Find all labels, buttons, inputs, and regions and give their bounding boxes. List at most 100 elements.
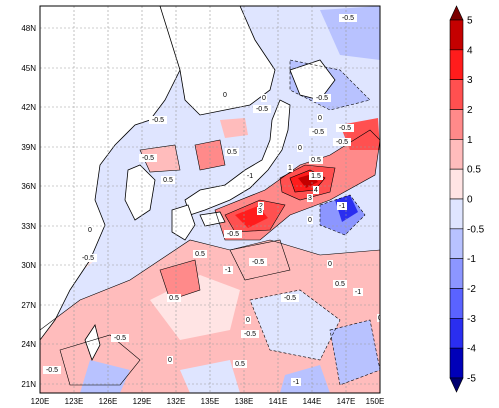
lat-tick-label: 30N: [21, 261, 36, 270]
contour-label-bg: [222, 91, 228, 99]
lon-tick-label: 123E: [65, 397, 84, 406]
colorbar-tick-label: 5: [467, 16, 473, 27]
contour-label: -0.5: [312, 129, 324, 136]
contour-label: 0.5: [335, 281, 345, 288]
colorbar-tick-label: -3: [467, 314, 476, 325]
contour-label-bg: [233, 360, 247, 368]
lon-tick-label: 138E: [235, 397, 254, 406]
colorbar-swatch: [449, 198, 464, 230]
korean-peninsula: [124, 164, 156, 221]
contour-label-bg: [327, 260, 333, 268]
contour-label-bg: [339, 14, 357, 22]
contour-label: -0.5: [46, 367, 58, 374]
contour-label: -0.5: [244, 331, 256, 338]
contour-label-bg: [377, 314, 380, 322]
contour-label-bg: [336, 124, 354, 132]
lat-tick-label: 21N: [21, 380, 36, 389]
colorbar-swatch: [449, 288, 464, 319]
colorbar-swatch: [449, 79, 464, 110]
contour-label-bg: [139, 154, 157, 162]
contour-label-bg: [253, 105, 271, 113]
contour-label-bg: [307, 194, 313, 202]
contour-label: 0: [318, 115, 322, 122]
colorbar-swatch: [449, 109, 464, 140]
contour-label-bg: [307, 216, 313, 224]
contour-label-bg: [337, 202, 347, 210]
contour-label-bg: [149, 116, 167, 124]
contour-label-bg: [225, 148, 239, 156]
colorbar-tick-label: 3: [467, 75, 473, 86]
contour-label-bg: [224, 230, 242, 238]
lon-tick-label: 147E: [337, 397, 356, 406]
contour-label-bg: [161, 176, 175, 184]
contour-label: 0: [262, 95, 266, 102]
land-masses: [40, 6, 336, 361]
colorbar: 5 4 3 2 1 0.5 0 -0.5 -1 -2 -3 -4 -5: [449, 5, 485, 393]
contour-label-bg: [43, 366, 61, 374]
colorbar-tick-label: -0.5: [467, 224, 485, 235]
contour-label-bg: [353, 288, 363, 296]
map-panel: -0.5 0 -0.5 -0.5 -0.5 -0.5 -0.5 0 0 -0.5 0.5 0.5 -1 -…: [40, 6, 380, 393]
lat-tick-label: 45N: [21, 64, 36, 73]
colorbar-swatch: [449, 258, 464, 289]
contour-label: -0.5: [152, 117, 164, 124]
contour-label-bg: [291, 378, 301, 386]
contour-label: -0.5: [339, 125, 351, 132]
contour-label: 0: [298, 145, 302, 152]
contour-label: -0.5: [142, 155, 154, 162]
lat-tick-label: 33N: [21, 222, 36, 231]
lat-tick-label: 27N: [21, 301, 36, 310]
colorbar-min-triangle: [449, 377, 464, 393]
contour-label-bg: [79, 254, 97, 262]
lon-tick-label: 126E: [99, 397, 118, 406]
contour-label-bg: [333, 138, 351, 146]
lon-tick-label: 135E: [201, 397, 220, 406]
contour-label-bg: [245, 316, 251, 324]
contour-label: -0.5: [342, 15, 354, 22]
lat-tick-label: 36N: [21, 182, 36, 191]
contour-label: -1: [355, 289, 361, 296]
contour-label-bg: [309, 128, 327, 136]
lon-tick-label: 129E: [133, 397, 152, 406]
contour-label: -0.5: [82, 255, 94, 262]
contour-label: 3: [258, 208, 262, 215]
contour-label: -1: [225, 267, 231, 274]
contour-label: 0.5: [227, 149, 237, 156]
honshu: [184, 99, 291, 216]
contour-label-bg: [317, 114, 323, 122]
contour-label: 4: [314, 187, 318, 194]
colorbar-tick-label: 0: [467, 195, 473, 206]
lat-tick-label: 42N: [21, 103, 36, 112]
contour-label-bg: [309, 156, 323, 164]
lat-tick-label: 24N: [21, 340, 36, 349]
contour-label: 2: [259, 203, 263, 210]
contour-label: -0.5: [316, 95, 328, 102]
colorbar-tick-label: -4: [467, 344, 476, 355]
colorbar-swatch: [449, 139, 464, 170]
contour-label-bg: [223, 266, 233, 274]
contour-label-bg: [241, 330, 259, 338]
latitude-axis: 48N 45N 42N 39N 36N 33N 30N 27N 24N 21N: [21, 24, 36, 389]
contour-label: 0.5: [169, 295, 179, 302]
contour-label: -0.5: [256, 106, 268, 113]
colorbar-tick-label: 1: [467, 135, 473, 146]
contour-label-bg: [297, 144, 303, 152]
contour-label: 1.5: [311, 173, 321, 180]
colorbar-swatch: [449, 228, 464, 259]
contour-label: 0.5: [163, 177, 173, 184]
contour-lines: [40, 59, 380, 386]
lat-tick-label: 48N: [21, 24, 36, 33]
colorbar-tick-label: -5: [467, 374, 476, 385]
contour-label-bg: [258, 202, 264, 210]
lon-tick-label: 141E: [269, 397, 288, 406]
contour-label: 0.5: [235, 361, 245, 368]
lon-tick-label: 150E: [366, 397, 385, 406]
contour-label-bg: [167, 356, 173, 364]
contour-label: -0.5: [114, 335, 126, 342]
contour-label-bg: [257, 207, 263, 215]
contour-label: 0: [168, 357, 172, 364]
hokkaido: [289, 59, 336, 101]
contour-label-bg: [111, 334, 129, 342]
lon-tick-label: 132E: [167, 397, 186, 406]
